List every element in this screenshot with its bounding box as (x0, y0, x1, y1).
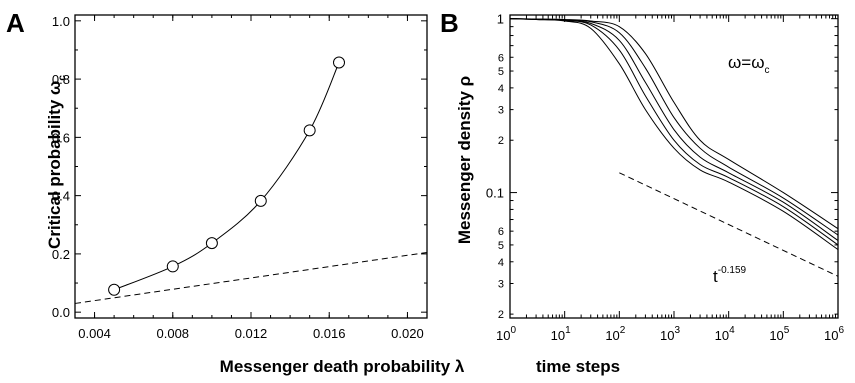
xtick-exp: 4 (729, 325, 735, 336)
panel-b-frame (509, 14, 839, 319)
panel-b-xtick-label: 106 (824, 325, 844, 343)
panel-b-annotation-main: ω=ω (728, 53, 764, 72)
panel-b-density-curve (509, 18, 839, 230)
panel-a-xtick-label: 0.008 (157, 326, 190, 341)
xtick-base: 10 (660, 328, 674, 343)
xtick-exp: 3 (674, 325, 680, 336)
panel-b-ytick-minor-label: 3 (498, 279, 504, 291)
panel-b-ylabel: Messenger density ρ (455, 76, 474, 244)
panel-a-ytick-label: 0.2 (52, 247, 70, 262)
panel-b-power-law-label: t-0.159 (713, 265, 747, 286)
power-law-exp: -0.159 (718, 265, 747, 276)
panel-b-xlabel: time steps (536, 357, 620, 376)
panel-b-ytick-minor-label: 6 (498, 52, 504, 64)
panel-a-ytick-label: 0.6 (52, 130, 70, 145)
panel-a-xtick-label: 0.016 (313, 326, 346, 341)
panel-b-xtick-label: 105 (769, 325, 789, 343)
panel-b-ytick-minor-label: 4 (498, 83, 504, 95)
panel-a-data-point (333, 56, 345, 69)
power-law-base: t (713, 267, 718, 286)
panel-b-xtick-label: 103 (660, 325, 680, 343)
xtick-base: 10 (769, 328, 783, 343)
panel-a-data-point (108, 283, 121, 296)
panel-a-ylabel: Critical probability ωc (45, 75, 68, 249)
panel-b-ytick-minor-label: 4 (498, 257, 504, 269)
panel-b-xtick-label: 102 (605, 325, 625, 343)
panel-b-ytick-label: 0.1 (486, 186, 504, 201)
xtick-base: 10 (496, 328, 510, 343)
panel-b-ytick-minor-label: 2 (498, 135, 504, 147)
xtick-exp: 2 (620, 325, 626, 336)
panel-a-ytick-label: 1.0 (52, 14, 70, 29)
xtick-exp: 0 (510, 325, 516, 336)
panel-a-xtick-label: 0.020 (391, 326, 424, 341)
xtick-base: 10 (605, 328, 619, 343)
panel-b-density-curve (509, 18, 839, 241)
xtick-base: 10 (824, 328, 838, 343)
panel-b-density-curve (509, 18, 839, 246)
panel-a-plot: 0.004 0.008 0.012 0.016 0.020 0.0 0.2 0.4 0.6 0.8… (52, 14, 428, 341)
panel-b-ytick-minor-label: 2 (498, 309, 504, 321)
panel-a-data-point (303, 124, 316, 137)
panel-a-fit-curve (113, 62, 340, 291)
panel-b-ytick-minor-label: 5 (498, 240, 504, 252)
panel-b-ytick-minor-label: 6 (498, 226, 504, 238)
panel-b-xtick-label: 104 (715, 325, 735, 343)
panel-a-xlabel: Messenger death probability λ (220, 357, 465, 376)
panel-b-ytick-minor-label: 5 (498, 66, 504, 78)
panel-b-xtick-label: 100 (496, 325, 516, 343)
panel-a-data-point (254, 194, 267, 207)
panel-b-letter: B (440, 8, 459, 38)
xtick-exp: 5 (784, 325, 790, 336)
panel-b-ytick-minor-label: 3 (498, 105, 504, 117)
panel-a-dashed-line (74, 251, 428, 304)
panel-a-xtick-label: 0.004 (78, 326, 111, 341)
panel-a-letter: A (6, 8, 25, 38)
panel-b-annotation: ω=ωc (728, 53, 769, 76)
panel-a-ylabel-sub: c (57, 75, 68, 81)
panel-a-ytick-label: 0.4 (52, 189, 70, 204)
panel-a-ylabel-main: Critical probability ω (45, 81, 64, 249)
xtick-exp: 6 (838, 325, 844, 336)
panel-b-power-law-line (619, 172, 839, 277)
panel-a-frame (74, 14, 428, 319)
xtick-base: 10 (551, 328, 565, 343)
panel-b-ytick-label: 1 (497, 12, 504, 27)
panel-a-ytick-label: 0.8 (52, 72, 70, 87)
panel-b-density-curve (509, 18, 839, 236)
panel-a-data-point (166, 260, 179, 273)
panel-a-data-point (205, 237, 218, 250)
panel-b-density-curve (509, 18, 839, 251)
panel-a-xtick-label: 0.012 (235, 326, 268, 341)
panel-b-xtick-label: 101 (551, 325, 571, 343)
panel-a-ytick-label: 0.0 (52, 305, 70, 320)
panel-b-annotation-sub: c (764, 65, 769, 76)
xtick-base: 10 (715, 328, 729, 343)
xtick-exp: 1 (565, 325, 571, 336)
